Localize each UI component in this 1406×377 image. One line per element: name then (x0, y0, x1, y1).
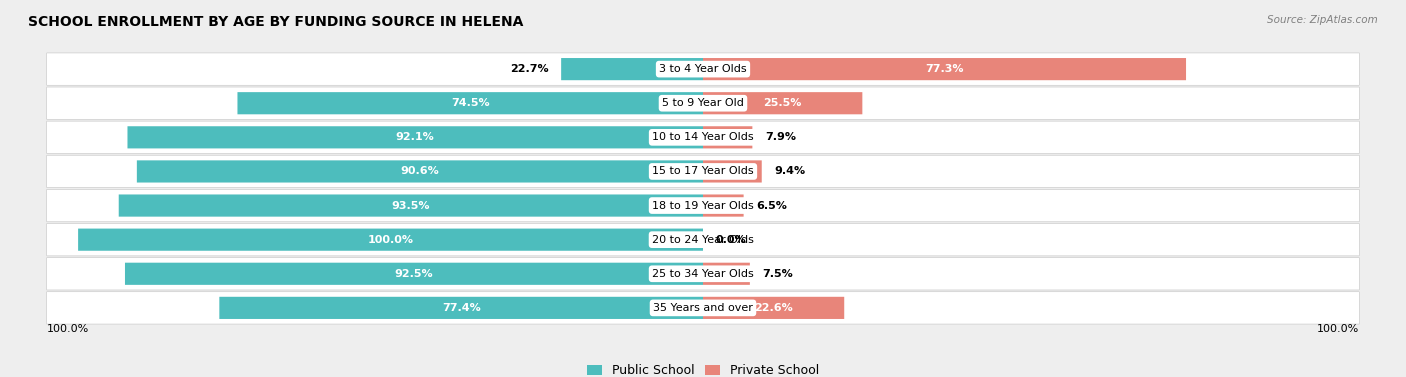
FancyBboxPatch shape (703, 58, 1187, 80)
Text: 92.1%: 92.1% (396, 132, 434, 143)
Text: 0.0%: 0.0% (716, 234, 747, 245)
Text: 25 to 34 Year Olds: 25 to 34 Year Olds (652, 269, 754, 279)
Text: 5 to 9 Year Old: 5 to 9 Year Old (662, 98, 744, 108)
Text: 20 to 24 Year Olds: 20 to 24 Year Olds (652, 234, 754, 245)
Text: 18 to 19 Year Olds: 18 to 19 Year Olds (652, 201, 754, 211)
Text: 77.4%: 77.4% (441, 303, 481, 313)
Text: 3 to 4 Year Olds: 3 to 4 Year Olds (659, 64, 747, 74)
FancyBboxPatch shape (125, 263, 703, 285)
Text: 92.5%: 92.5% (395, 269, 433, 279)
Text: 22.7%: 22.7% (510, 64, 548, 74)
FancyBboxPatch shape (703, 195, 744, 217)
FancyBboxPatch shape (118, 195, 703, 217)
FancyBboxPatch shape (238, 92, 703, 114)
Text: 15 to 17 Year Olds: 15 to 17 Year Olds (652, 166, 754, 176)
Text: 100.0%: 100.0% (1317, 324, 1360, 334)
FancyBboxPatch shape (46, 292, 1360, 324)
Text: 7.5%: 7.5% (762, 269, 793, 279)
FancyBboxPatch shape (79, 228, 703, 251)
FancyBboxPatch shape (46, 224, 1360, 256)
Text: 7.9%: 7.9% (765, 132, 796, 143)
Text: 35 Years and over: 35 Years and over (652, 303, 754, 313)
Text: 93.5%: 93.5% (392, 201, 430, 211)
FancyBboxPatch shape (219, 297, 703, 319)
FancyBboxPatch shape (128, 126, 703, 149)
FancyBboxPatch shape (703, 160, 762, 182)
FancyBboxPatch shape (46, 189, 1360, 222)
FancyBboxPatch shape (46, 53, 1360, 85)
Text: 9.4%: 9.4% (775, 166, 806, 176)
FancyBboxPatch shape (703, 263, 749, 285)
FancyBboxPatch shape (703, 297, 844, 319)
Text: SCHOOL ENROLLMENT BY AGE BY FUNDING SOURCE IN HELENA: SCHOOL ENROLLMENT BY AGE BY FUNDING SOUR… (28, 15, 523, 29)
Text: 6.5%: 6.5% (756, 201, 787, 211)
FancyBboxPatch shape (46, 257, 1360, 290)
Text: 100.0%: 100.0% (46, 324, 89, 334)
Text: 25.5%: 25.5% (763, 98, 801, 108)
Text: Source: ZipAtlas.com: Source: ZipAtlas.com (1267, 15, 1378, 25)
FancyBboxPatch shape (46, 121, 1360, 153)
Text: 74.5%: 74.5% (451, 98, 489, 108)
Text: 22.6%: 22.6% (754, 303, 793, 313)
FancyBboxPatch shape (703, 126, 752, 149)
Text: 100.0%: 100.0% (367, 234, 413, 245)
Legend: Public School, Private School: Public School, Private School (588, 364, 818, 377)
FancyBboxPatch shape (46, 155, 1360, 188)
FancyBboxPatch shape (561, 58, 703, 80)
FancyBboxPatch shape (703, 92, 862, 114)
Text: 77.3%: 77.3% (925, 64, 963, 74)
Text: 90.6%: 90.6% (401, 166, 439, 176)
Text: 10 to 14 Year Olds: 10 to 14 Year Olds (652, 132, 754, 143)
FancyBboxPatch shape (136, 160, 703, 182)
FancyBboxPatch shape (46, 87, 1360, 120)
